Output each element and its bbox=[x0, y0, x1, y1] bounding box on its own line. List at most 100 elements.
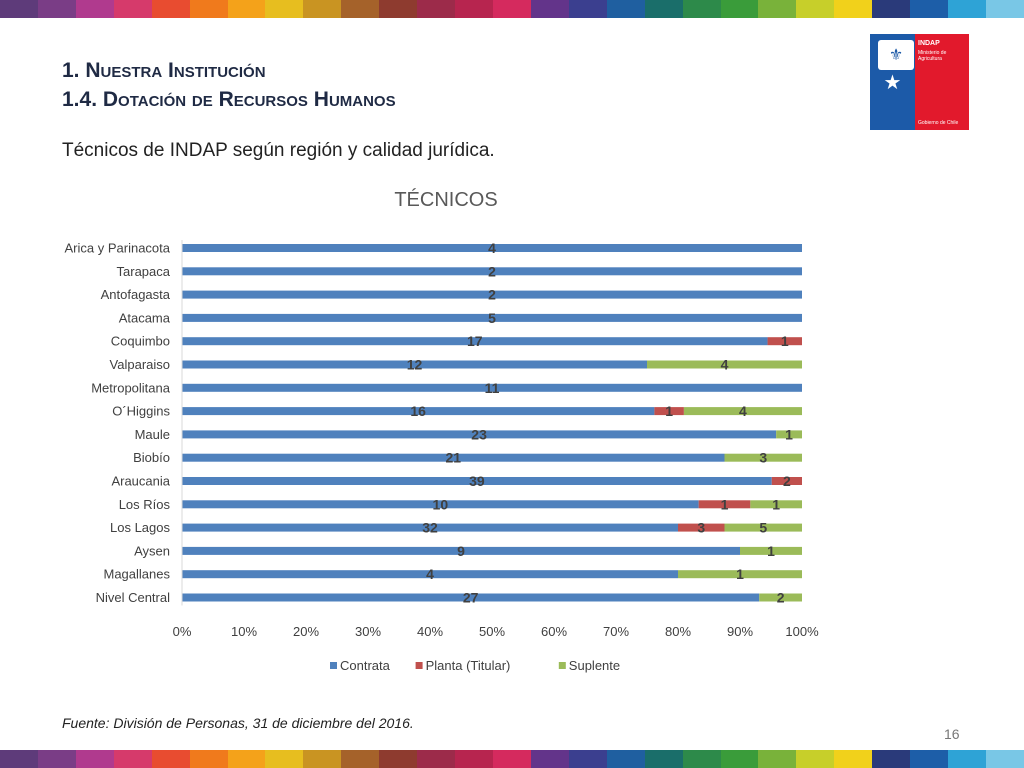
bar-segment bbox=[182, 430, 777, 439]
stripe-segment bbox=[455, 750, 493, 768]
stripe-segment bbox=[910, 0, 949, 18]
slide-subtitle: Técnicos de INDAP según región y calidad… bbox=[62, 140, 495, 161]
data-label: 2 bbox=[488, 287, 496, 303]
bar-segment bbox=[182, 290, 802, 299]
bar-segment bbox=[182, 500, 699, 509]
stripe-segment bbox=[113, 750, 152, 768]
category-label: Maule bbox=[135, 427, 170, 442]
bar-segment bbox=[759, 593, 802, 602]
stripe-segment bbox=[720, 750, 759, 768]
bar-segment bbox=[683, 407, 802, 416]
bar-segment bbox=[182, 453, 725, 462]
category-label: Tarapaca bbox=[117, 264, 171, 279]
bar-segment bbox=[767, 337, 802, 346]
heading-line-2: 1.4. Dotación de Recursos Humanos bbox=[62, 88, 396, 111]
stripe-segment bbox=[985, 0, 1024, 18]
category-label: Atacama bbox=[119, 310, 171, 325]
data-label: 11 bbox=[485, 380, 500, 396]
bar-segment bbox=[182, 244, 802, 252]
x-tick-label: 50% bbox=[479, 624, 505, 639]
stripe-segment bbox=[492, 0, 531, 18]
data-label: 17 bbox=[467, 333, 483, 349]
bar-segment bbox=[182, 313, 802, 322]
x-tick-label: 40% bbox=[417, 624, 443, 639]
logo-gov: Gobierno de Chile bbox=[918, 120, 959, 126]
bar-segment bbox=[654, 407, 684, 416]
stripe-segment bbox=[758, 0, 797, 18]
stripe-segment bbox=[151, 0, 190, 18]
stripe-segment bbox=[834, 750, 873, 768]
stripe-segment bbox=[37, 750, 76, 768]
stripe-segment bbox=[75, 0, 114, 18]
bar-segment bbox=[182, 593, 760, 602]
bar-segment bbox=[182, 267, 802, 276]
bar-segment bbox=[182, 337, 768, 346]
category-label: Arica y Parinacota bbox=[65, 241, 171, 256]
data-label: 16 bbox=[410, 403, 426, 419]
data-label: 21 bbox=[445, 450, 461, 466]
stripe-segment bbox=[265, 750, 304, 768]
stripe-segment bbox=[606, 0, 645, 18]
stripe-segment bbox=[644, 0, 683, 18]
data-label: 5 bbox=[759, 520, 767, 536]
stripe-segment bbox=[75, 750, 114, 768]
logo-org: INDAP bbox=[918, 40, 940, 47]
bar-segment bbox=[776, 430, 802, 439]
category-label: Los Ríos bbox=[119, 497, 171, 512]
bar-segment bbox=[182, 360, 647, 369]
bottom-color-stripe bbox=[0, 750, 1024, 768]
bar-segment bbox=[182, 477, 772, 485]
x-tick-label: 60% bbox=[541, 624, 567, 639]
stripe-segment bbox=[796, 0, 835, 18]
star-icon: ★ bbox=[883, 72, 902, 94]
stripe-segment bbox=[720, 0, 759, 18]
data-label: 4 bbox=[426, 566, 434, 582]
stripe-segment bbox=[568, 0, 607, 18]
category-label: Magallanes bbox=[104, 567, 171, 582]
legend-label: Planta (Titular) bbox=[426, 658, 511, 673]
x-tick-label: 70% bbox=[603, 624, 629, 639]
stripe-segment bbox=[910, 750, 949, 768]
stripe-segment bbox=[227, 0, 266, 18]
stripe-segment bbox=[606, 750, 645, 768]
stripe-segment bbox=[417, 0, 456, 18]
data-label: 5 bbox=[488, 310, 496, 326]
category-label: O´Higgins bbox=[112, 404, 170, 419]
stripe-segment bbox=[644, 750, 683, 768]
stripe-segment bbox=[303, 750, 342, 768]
top-color-stripe bbox=[0, 0, 1024, 18]
x-tick-label: 90% bbox=[727, 624, 753, 639]
stripe-segment bbox=[265, 0, 304, 18]
stripe-segment bbox=[796, 750, 835, 768]
data-label: 1 bbox=[781, 333, 789, 349]
stripe-segment bbox=[758, 750, 797, 768]
bar-segment bbox=[678, 523, 725, 532]
stripe-segment bbox=[682, 0, 721, 18]
stripe-segment bbox=[568, 750, 607, 768]
bar-segment bbox=[724, 453, 802, 462]
category-label: Antofagasta bbox=[101, 287, 171, 302]
data-label: 32 bbox=[422, 520, 438, 536]
x-tick-label: 30% bbox=[355, 624, 381, 639]
logo-red-panel: INDAP Ministerio de Agricultura Gobierno… bbox=[915, 34, 969, 130]
stripe-segment bbox=[189, 750, 228, 768]
data-label: 23 bbox=[471, 426, 487, 442]
technicians-chart: TÉCNICOS Arica y Parinacota 4 Tarapaca 2 Ant… bbox=[65, 188, 820, 673]
bar-segment bbox=[182, 383, 802, 392]
category-label: Aysen bbox=[134, 543, 170, 558]
data-label: 9 bbox=[457, 543, 465, 559]
category-label: Biobío bbox=[133, 450, 170, 465]
stripe-segment bbox=[682, 750, 721, 768]
stripe-segment bbox=[0, 750, 38, 768]
x-tick-label: 20% bbox=[293, 624, 319, 639]
source-footnote: Fuente: División de Personas, 31 de dici… bbox=[62, 715, 414, 731]
data-label: 1 bbox=[772, 496, 780, 512]
data-label: 1 bbox=[736, 566, 744, 582]
data-label: 1 bbox=[767, 543, 775, 559]
legend-swatch bbox=[558, 662, 566, 669]
stripe-segment bbox=[189, 0, 228, 18]
data-label: 12 bbox=[407, 357, 423, 373]
data-label: 2 bbox=[777, 590, 785, 606]
stripe-segment bbox=[455, 0, 493, 18]
stripe-segment bbox=[834, 0, 873, 18]
